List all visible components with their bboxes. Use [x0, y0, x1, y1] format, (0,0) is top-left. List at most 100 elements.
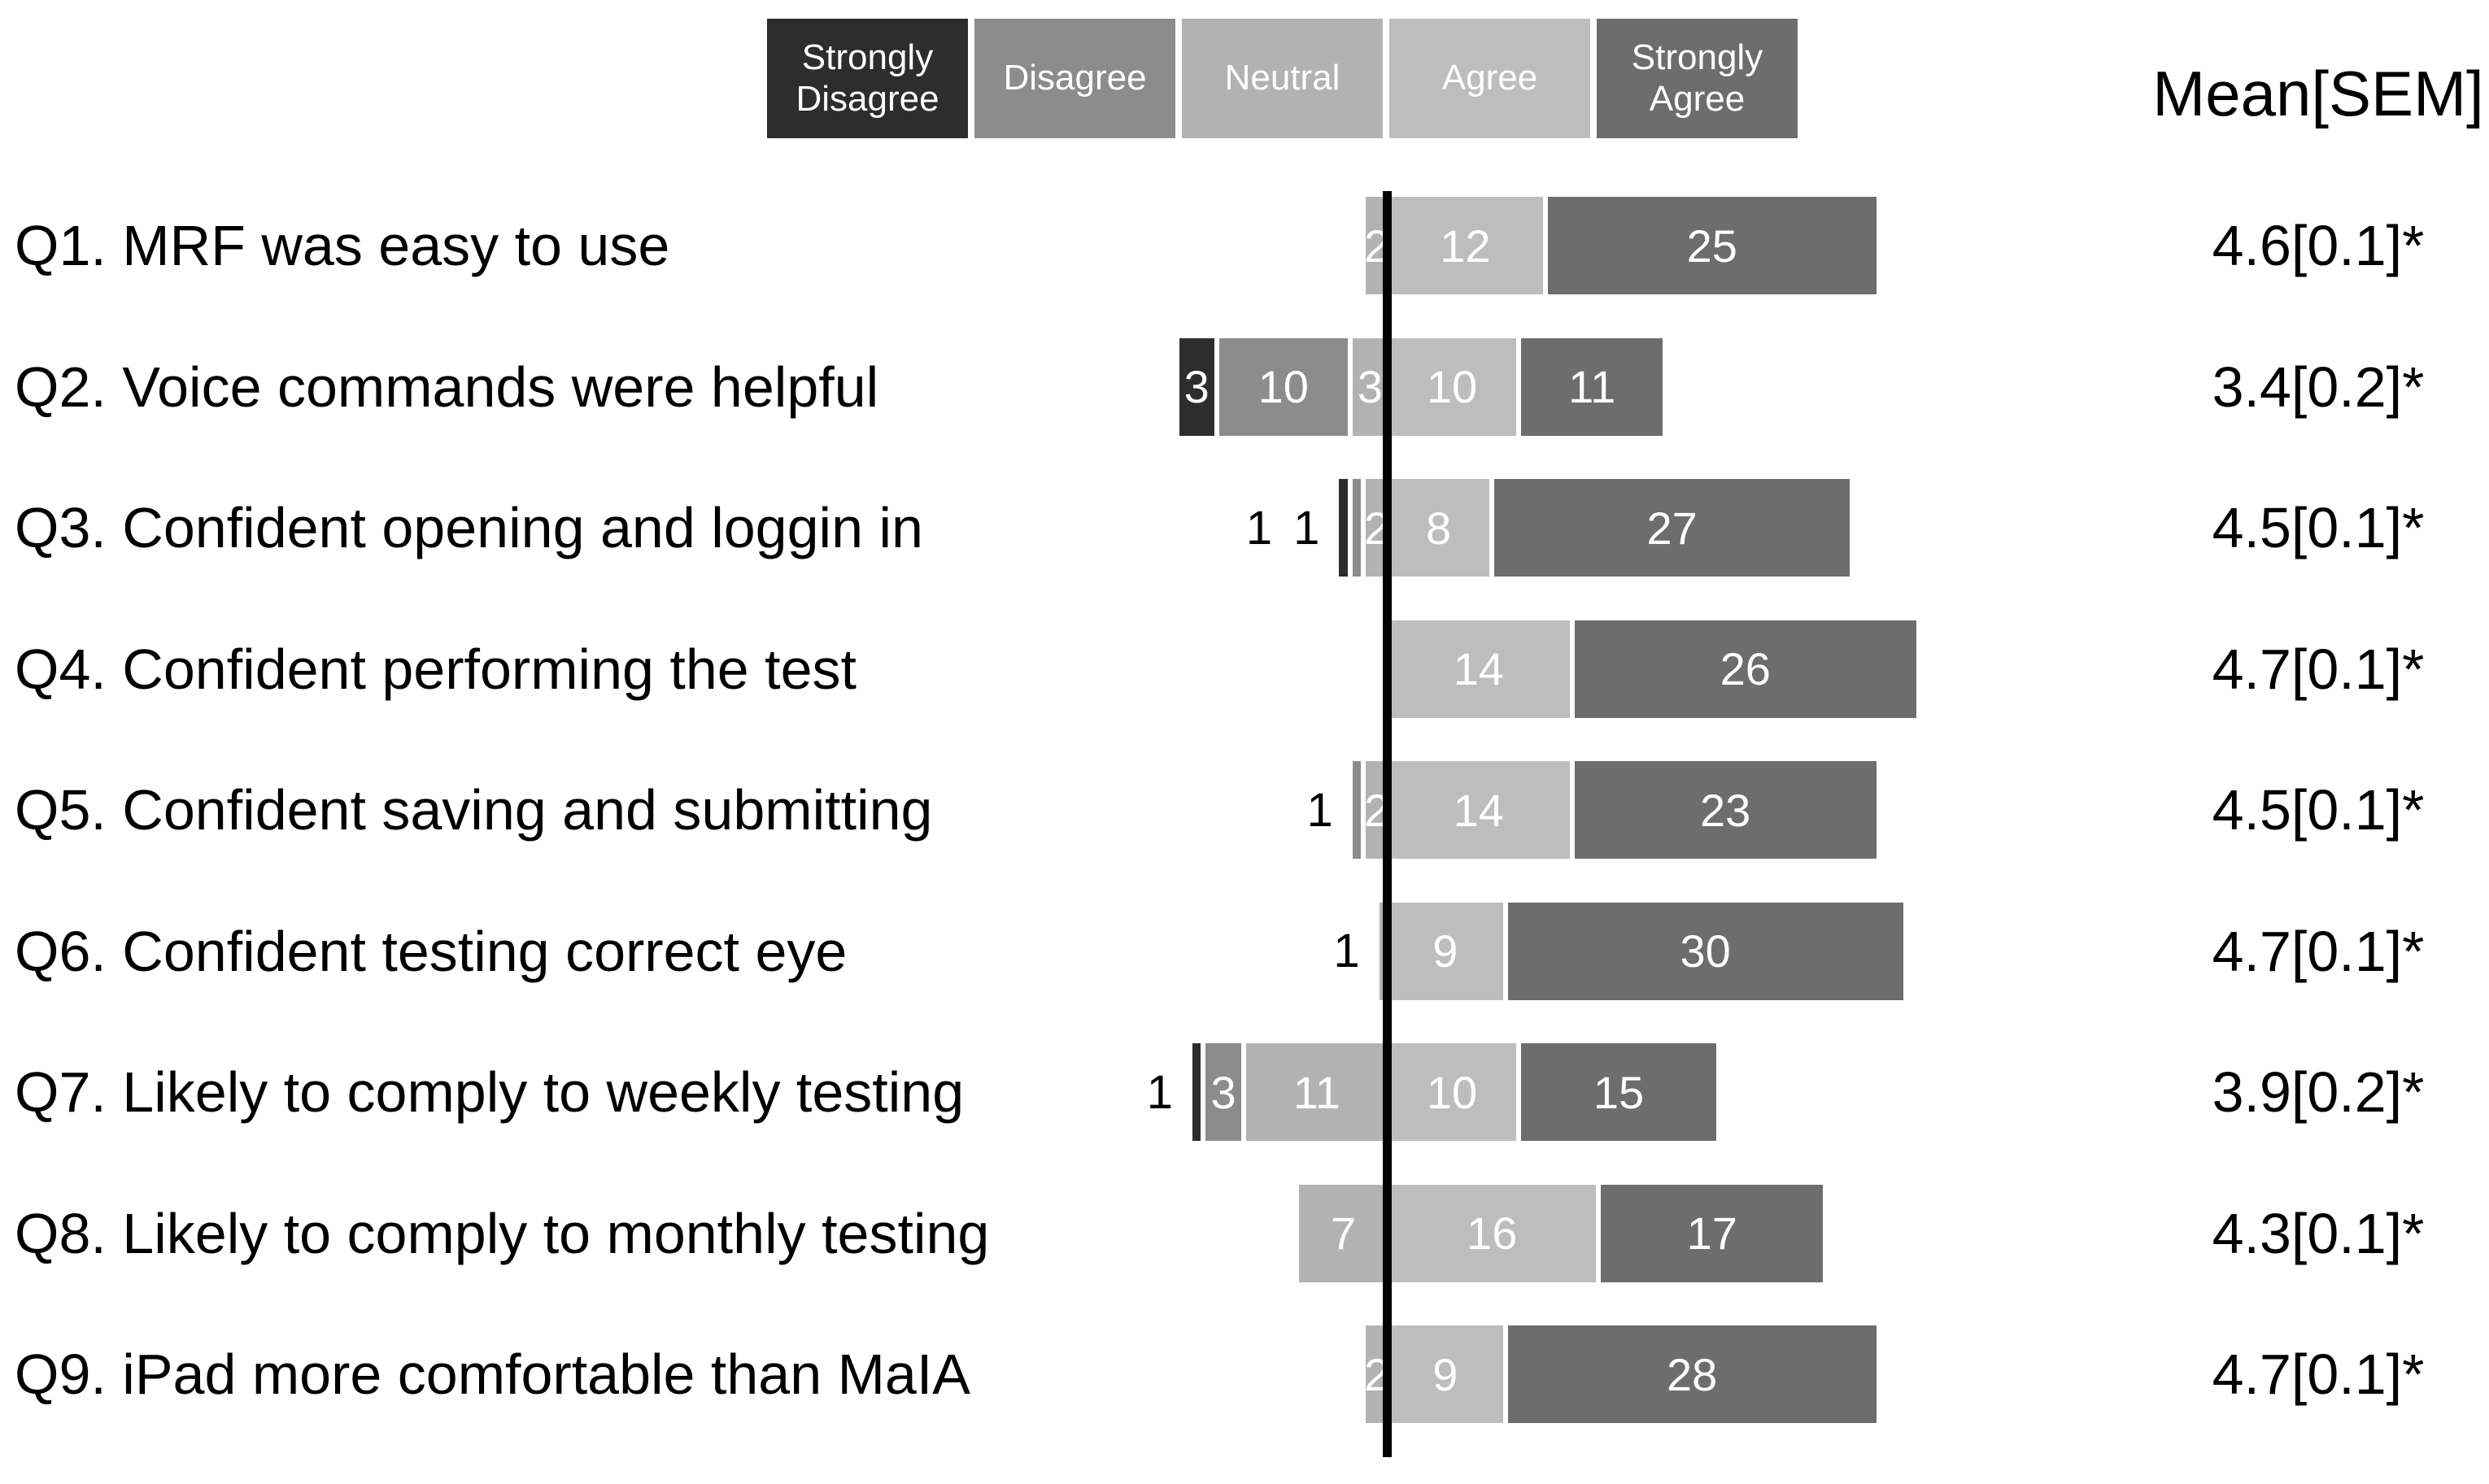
bar-right-of-line: 12 25: [1388, 197, 1877, 294]
segment-value: 14: [1453, 784, 1504, 836]
question-label: Q9. iPad more comfortable than MaIA: [15, 1343, 970, 1406]
segment-value: 10: [1258, 361, 1309, 412]
segment-value: 3: [1183, 361, 1210, 412]
bar-segment-strongly-disagree: [1339, 479, 1348, 577]
bar-segment-strongly-disagree: 3: [1179, 337, 1214, 436]
mean-value: 4.6[0.1]*: [2212, 214, 2425, 277]
question-label: Q4. Confident performing the test: [15, 637, 857, 701]
bar-segment-disagree: [1352, 761, 1362, 859]
bar-right-of-line: 10 11: [1388, 337, 1663, 436]
mean-value: 4.5[0.1]*: [2212, 496, 2425, 559]
bar-right-of-line: 10 15: [1388, 1043, 1716, 1141]
outside-value: 1: [1146, 1065, 1173, 1119]
outside-value: 1: [1333, 925, 1360, 977]
legend-item-strongly-agree: Strongly Agree: [1597, 19, 1798, 138]
segment-value: 10: [1426, 1066, 1478, 1118]
segment-value: 16: [1467, 1208, 1518, 1259]
segment-value: 14: [1453, 643, 1504, 694]
legend-item-disagree: Disagree: [974, 19, 1175, 138]
bar-right-of-line: 8 27: [1388, 479, 1850, 577]
question-label: Q3. Confident opening and loggin in: [15, 496, 923, 559]
segment-value: 15: [1593, 1066, 1645, 1118]
bar-segment-strongly-agree: 15: [1521, 1043, 1716, 1141]
mean-value: 4.7[0.1]*: [2212, 919, 2425, 983]
segment-value: 9: [1432, 1348, 1458, 1400]
bar-segment-agree: 9: [1388, 902, 1503, 1000]
bar-segment-disagree: [1352, 479, 1362, 577]
bar-segment-disagree: 10: [1218, 337, 1348, 436]
question-label: Q2. Voice commands were helpful: [15, 355, 879, 419]
segment-value: 30: [1680, 925, 1731, 977]
segment-value: 3: [1357, 361, 1383, 412]
segment-value: 26: [1720, 643, 1771, 694]
outside-value: 1: [1245, 501, 1273, 555]
bar-segment-agree: 14: [1388, 620, 1570, 718]
bar-segment-agree: 10: [1388, 1043, 1516, 1141]
bar-left-of-line: 7: [1299, 1184, 1388, 1282]
segment-value: 8: [1426, 502, 1452, 554]
segment-value: 10: [1426, 361, 1478, 412]
question-label: Q6. Confident testing correct eye: [15, 919, 848, 983]
bar-segment-agree: 16: [1388, 1184, 1597, 1282]
bar-segment-agree: 12: [1388, 197, 1543, 294]
chart-row-q6: Q6. Confident testing correct eye 1 9 30 4.7…: [0, 902, 2489, 1000]
outside-value-labels: 1: [1307, 761, 1333, 859]
outside-value: 1: [1293, 501, 1320, 555]
bar-segment-neutral: 11: [1245, 1043, 1388, 1141]
bar-segment-agree: 14: [1388, 761, 1570, 859]
bar-segment-strongly-agree: 28: [1507, 1325, 1877, 1423]
segment-value: 11: [1292, 1066, 1340, 1118]
bar-segment-neutral: 3: [1352, 337, 1388, 436]
bar-right-of-line: 16 17: [1388, 1184, 1824, 1282]
outside-value-labels: 1: [1147, 1043, 1173, 1141]
question-label: Q5. Confident saving and submitting: [15, 778, 933, 842]
segment-value: 28: [1667, 1348, 1718, 1400]
segment-value: 12: [1440, 220, 1491, 272]
bar-segment-strongly-agree: 26: [1574, 620, 1916, 718]
chart-row-q9: Q9. iPad more comfortable than MaIA 2 9 28 4…: [0, 1325, 2489, 1423]
segment-value: 27: [1646, 502, 1698, 554]
bar-segment-agree: 9: [1388, 1325, 1503, 1423]
chart-row-q4: Q4. Confident performing the test 14 26 4.7…: [0, 620, 2489, 718]
chart-row-q3: Q3. Confident opening and loggin in 2 1 1 8 2…: [0, 479, 2489, 577]
segment-value: 9: [1432, 925, 1458, 977]
mean-value: 4.7[0.1]*: [2212, 637, 2425, 701]
bar-right-of-line: 9 30: [1388, 902, 1903, 1000]
segment-value: 17: [1686, 1208, 1737, 1259]
neutral-agree-divider-line: [1383, 191, 1392, 1457]
outside-value: 1: [1306, 783, 1333, 837]
legend-item-agree: Agree: [1389, 19, 1590, 138]
outside-value-labels: 1: [1333, 903, 1359, 1000]
question-label: Q1. MRF was easy to use: [15, 214, 670, 277]
bar-segment-agree: 10: [1388, 337, 1516, 436]
bar-right-of-line: 14 23: [1388, 761, 1877, 859]
mean-sem-header: Mean[SEM]: [2152, 58, 2484, 129]
segment-value: 3: [1210, 1066, 1236, 1118]
mean-value: 3.4[0.2]*: [2212, 355, 2425, 419]
bar-segment-strongly-agree: 17: [1601, 1184, 1824, 1282]
segment-value: 23: [1700, 784, 1751, 836]
legend-item-strongly-disagree: Strongly Disagree: [767, 19, 968, 138]
chart-row-q8: Q8. Likely to comply to monthly testing 7…: [0, 1184, 2489, 1282]
chart-row-q2: Q2. Voice commands were helpful 3 10 3 10 11 3…: [0, 337, 2489, 436]
chart-row-q5: Q5. Confident saving and submitting 2 1 14 2…: [0, 761, 2489, 859]
bar-segment-strongly-agree: 25: [1547, 197, 1877, 294]
mean-value: 4.7[0.1]*: [2212, 1343, 2425, 1406]
legend-item-neutral: Neutral: [1182, 19, 1383, 138]
bar-segment-neutral: 7: [1299, 1184, 1388, 1282]
segment-value: 7: [1331, 1208, 1357, 1259]
bar-right-of-line: 14 26: [1388, 620, 1916, 718]
segment-value: 11: [1568, 361, 1616, 412]
bar-right-of-line: 9 28: [1388, 1325, 1877, 1423]
mean-value: 4.5[0.1]*: [2212, 778, 2425, 842]
bar-left-of-line: 3 11: [1192, 1043, 1388, 1141]
segment-value: 25: [1686, 220, 1737, 272]
bar-segment-strongly-agree: 23: [1574, 761, 1877, 859]
chart-row-q7: Q7. Likely to comply to weekly testing 3 1…: [0, 1043, 2489, 1141]
mean-value: 4.3[0.1]*: [2212, 1201, 2425, 1265]
bar-left-of-line: 2: [1339, 479, 1389, 577]
mean-value: 3.9[0.2]*: [2212, 1060, 2425, 1124]
legend: Strongly Disagree Disagree Neutral Agree Str…: [767, 19, 1798, 138]
